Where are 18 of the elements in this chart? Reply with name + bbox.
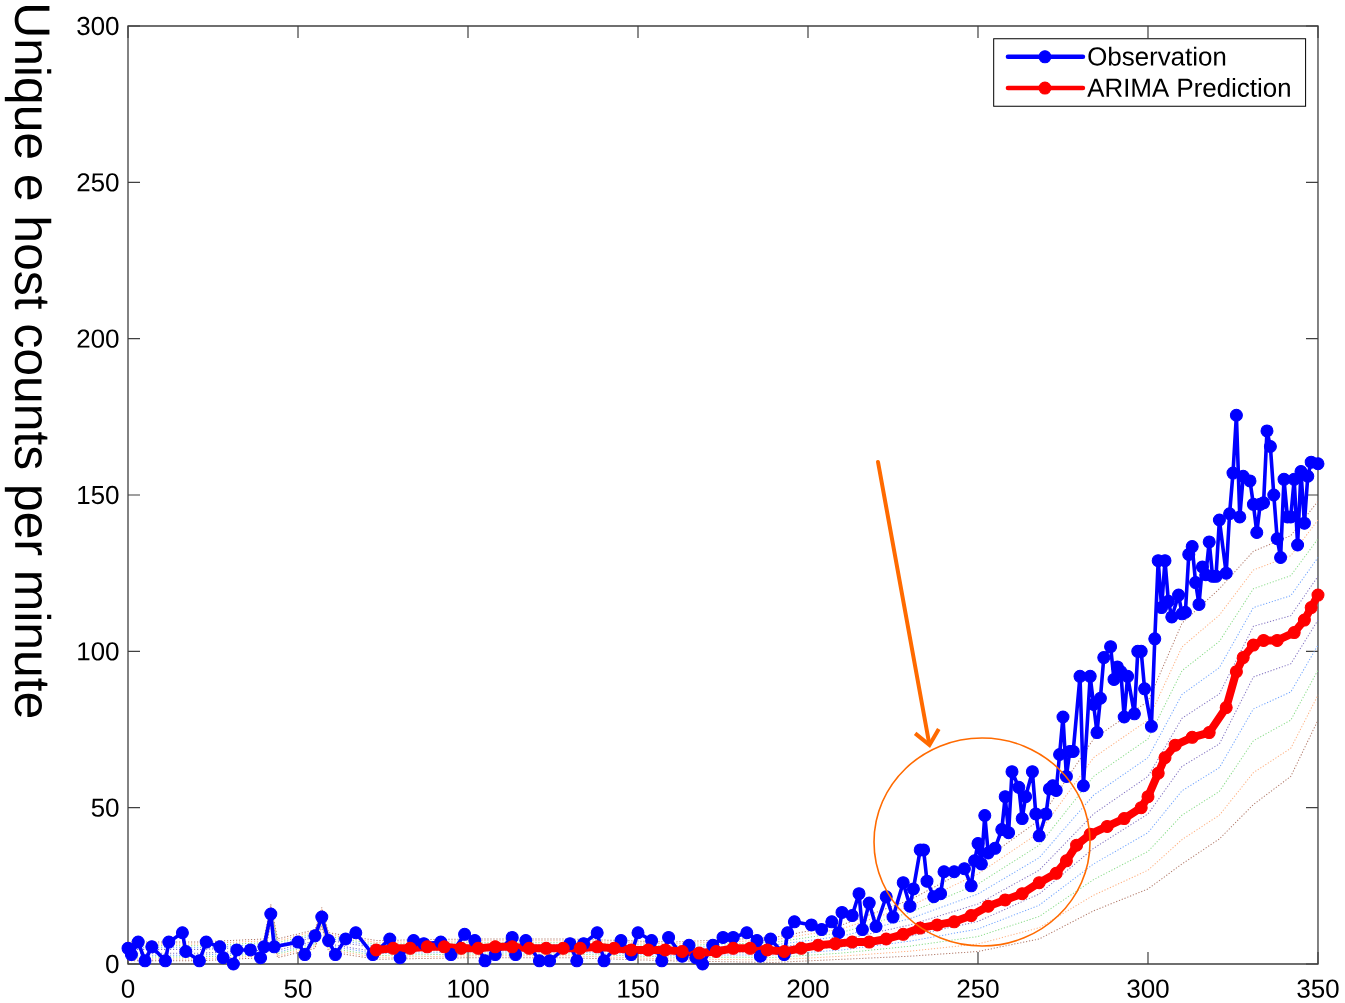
- x-tick-label: 100: [448, 979, 489, 998]
- x-tick-label: 200: [787, 979, 829, 998]
- x-tick-label: 250: [957, 979, 999, 998]
- y-axis-title: Unique e host counts per minute: [4, 6, 52, 718]
- y-tick-label: 0: [106, 954, 119, 974]
- x-tick-label: 350: [1297, 979, 1339, 998]
- x-tick-label: 50: [284, 979, 312, 998]
- y-tick-label: 50: [91, 798, 119, 817]
- y-tick-label: 100: [78, 642, 119, 661]
- y-tick-label: 200: [77, 329, 119, 348]
- legend-label: ARIMA Prediction: [1087, 77, 1290, 97]
- x-tick-label: 0: [121, 979, 135, 998]
- y-tick-label: 150: [78, 485, 119, 505]
- y-tick-label: 300: [77, 16, 119, 36]
- y-tick-label: 250: [77, 173, 119, 192]
- x-tick-label: 150: [618, 979, 659, 998]
- legend-label: Observation: [1088, 46, 1226, 66]
- x-tick-label: 300: [1127, 979, 1169, 998]
